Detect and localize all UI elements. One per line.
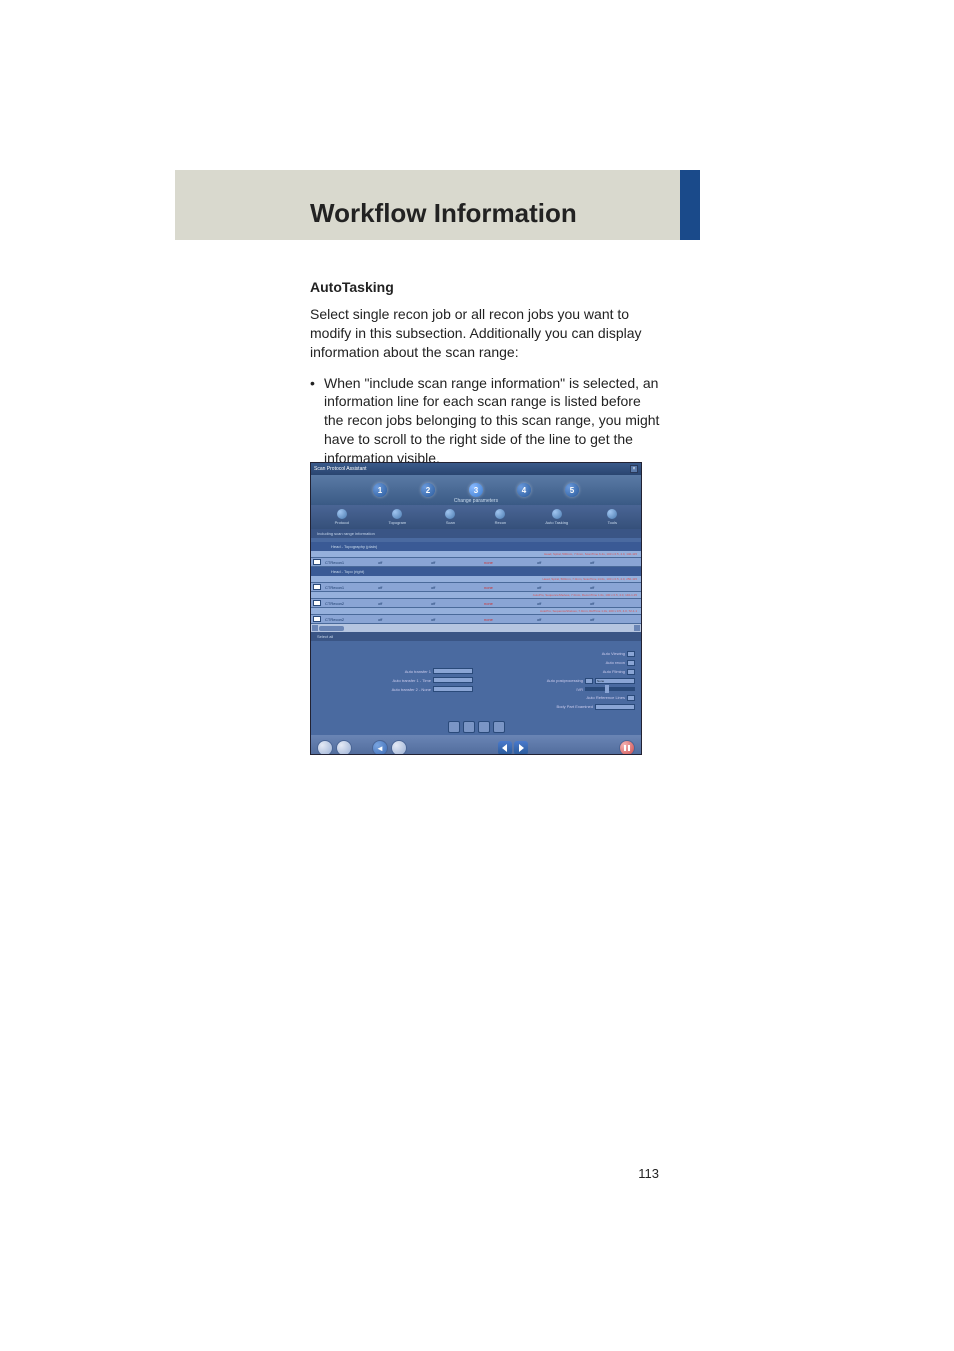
- include-scan-range-label: Including scan range information: [311, 529, 641, 538]
- prev-button[interactable]: [498, 741, 512, 755]
- table-row[interactable]: CTRecon2 off off none off off: [311, 615, 641, 624]
- subtab-scan[interactable]: Scan: [445, 509, 455, 525]
- row-checkbox[interactable]: [313, 600, 321, 606]
- field-auto-transfer-1-time: Auto transfer 1 - Time: [317, 677, 473, 683]
- bullet-item: • When "include scan range information" …: [310, 374, 660, 468]
- row-info: AutoPro, SequenceShelves, 7.0mm, RefTime…: [311, 608, 641, 615]
- mid-icon-3[interactable]: [478, 721, 490, 733]
- bullet-text: When "include scan range information" is…: [324, 374, 660, 468]
- header-accent: [680, 170, 700, 240]
- table-row[interactable]: CTRecon1 off off none off off: [311, 583, 641, 592]
- horizontal-scrollbar[interactable]: [311, 624, 641, 632]
- section-paragraph: Select single recon job or all recon job…: [310, 305, 660, 362]
- auto-viewing-check[interactable]: [627, 651, 635, 657]
- auto-postproc-check[interactable]: [585, 678, 593, 684]
- field-auto-transfer-1: Auto transfer 1: [317, 668, 473, 674]
- back-button[interactable]: ◄: [372, 740, 388, 755]
- lower-panel: Auto transfer 1 Auto transfer 1 - Time A…: [311, 641, 641, 719]
- bottom-btn-a[interactable]: [317, 740, 333, 755]
- close-icon[interactable]: ×: [630, 465, 638, 473]
- table-row[interactable]: CTRecon2 off off none off off: [311, 599, 641, 608]
- page-number: 113: [638, 1166, 659, 1181]
- step-1[interactable]: 1: [373, 483, 387, 497]
- window-title: Scan Protocol Assistant: [314, 466, 367, 472]
- embedded-screenshot: Scan Protocol Assistant × 1 2 3 4 5 Chan…: [310, 462, 642, 755]
- pause-icon: [623, 744, 631, 752]
- auto-transfer-1-time-select[interactable]: [433, 677, 473, 683]
- auto-filming-check[interactable]: [627, 669, 635, 675]
- wizard-steps: 1 2 3 4 5 Change parameters: [311, 475, 641, 505]
- row-info: Head, Spiral, 500mm, 7.0mm, ScanTime 14.…: [311, 576, 641, 583]
- subtab-recon[interactable]: Recon: [495, 509, 507, 525]
- next-button[interactable]: [514, 741, 528, 755]
- scroll-right-icon[interactable]: [634, 625, 640, 631]
- row-info: Head, Spiral, 500mm, 7.0mm, ScanTime 6.4…: [311, 551, 641, 558]
- subtab-protocol[interactable]: Protocol: [335, 509, 350, 525]
- recon-table: Head - Topography (plain) Head, Spiral, …: [311, 538, 641, 641]
- table-row[interactable]: CTRecon1 off off none off off: [311, 558, 641, 567]
- page-title: Workflow Information: [310, 198, 577, 229]
- table-section-sub: Head - Topo (right): [311, 567, 641, 576]
- auto-transfer-1-select[interactable]: [433, 668, 473, 674]
- mid-icon-2[interactable]: [463, 721, 475, 733]
- field-auto-transfer-2: Auto transfer 2 - None: [317, 686, 473, 692]
- window-titlebar: Scan Protocol Assistant ×: [311, 463, 641, 475]
- left-fields: Auto transfer 1 Auto transfer 1 - Time A…: [317, 647, 473, 713]
- auto-transfer-2-select[interactable]: [433, 686, 473, 692]
- body-part-select[interactable]: [595, 704, 635, 710]
- row-checkbox[interactable]: [313, 584, 321, 590]
- mid-toolbar: [311, 719, 641, 735]
- row-checkbox[interactable]: [313, 616, 321, 622]
- subtab-tools[interactable]: Tools: [607, 509, 617, 525]
- step-5[interactable]: 5: [565, 483, 579, 497]
- sub-tabs: Protocol Topogram Scan Recon Auto Taskin…: [311, 505, 641, 529]
- stop-button[interactable]: [619, 740, 635, 755]
- section-heading: AutoTasking: [310, 278, 660, 297]
- auto-postproc-select[interactable]: None: [595, 678, 635, 684]
- step-2[interactable]: 2: [421, 483, 435, 497]
- row-info: AutoPro, SequenceShelves, 7.0mm, ReconTi…: [311, 592, 641, 599]
- subtab-topogram[interactable]: Topogram: [388, 509, 406, 525]
- mid-icon-1[interactable]: [448, 721, 460, 733]
- select-all-label[interactable]: Select all: [311, 632, 641, 641]
- table-section-head: Head - Topography (plain): [311, 542, 641, 551]
- scroll-left-icon[interactable]: [312, 625, 318, 631]
- mid-icon-4[interactable]: [493, 721, 505, 733]
- bottom-bar: ◄: [311, 735, 641, 755]
- subtab-autotasking[interactable]: Auto Tasking: [545, 509, 568, 525]
- bottom-btn-b[interactable]: [336, 740, 352, 755]
- row-checkbox[interactable]: [313, 559, 321, 565]
- ivr-slider[interactable]: [585, 687, 635, 691]
- auto-reflines-check[interactable]: [627, 695, 635, 701]
- content: AutoTasking Select single recon job or a…: [310, 278, 660, 476]
- step-3[interactable]: 3: [469, 483, 483, 497]
- right-fields: Auto Viewing Auto recon Auto Filming Aut…: [479, 647, 635, 713]
- step-4[interactable]: 4: [517, 483, 531, 497]
- bottom-btn-d[interactable]: [391, 740, 407, 755]
- step-caption: Change parameters: [454, 498, 498, 504]
- scroll-thumb[interactable]: [319, 626, 344, 631]
- auto-recon-check[interactable]: [627, 660, 635, 666]
- bullet-marker: •: [310, 374, 324, 468]
